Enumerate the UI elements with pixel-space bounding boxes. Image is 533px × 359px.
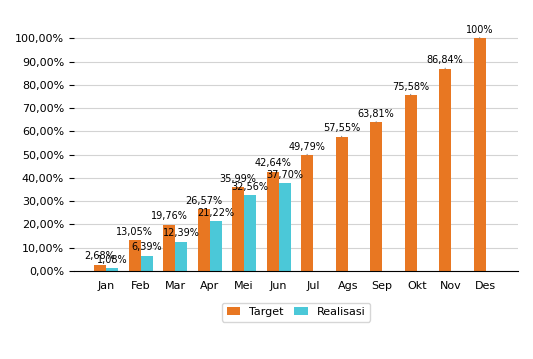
- Bar: [370, 122, 382, 271]
- Text: 63,81%: 63,81%: [358, 109, 394, 122]
- Text: 1,08%: 1,08%: [97, 255, 127, 265]
- Text: 75,58%: 75,58%: [392, 81, 429, 95]
- Text: 35,99%: 35,99%: [220, 174, 256, 183]
- Text: 21,22%: 21,22%: [197, 208, 234, 218]
- Text: 57,55%: 57,55%: [323, 123, 360, 137]
- Bar: [141, 256, 152, 271]
- Text: 100%: 100%: [466, 25, 494, 38]
- Bar: [94, 265, 106, 271]
- Text: 42,64%: 42,64%: [254, 158, 291, 168]
- Text: 19,76%: 19,76%: [151, 211, 188, 222]
- Text: 6,39%: 6,39%: [131, 242, 162, 252]
- Text: 2,68%: 2,68%: [85, 251, 116, 261]
- Bar: [301, 155, 313, 271]
- Bar: [336, 137, 348, 271]
- Bar: [163, 225, 175, 271]
- Text: 26,57%: 26,57%: [185, 196, 222, 205]
- Bar: [474, 38, 486, 271]
- Bar: [198, 209, 209, 271]
- Bar: [175, 242, 187, 271]
- Text: 49,79%: 49,79%: [289, 141, 326, 155]
- Bar: [232, 187, 244, 271]
- Bar: [279, 183, 290, 271]
- Text: 37,70%: 37,70%: [266, 170, 303, 180]
- Bar: [244, 195, 256, 271]
- Legend: Target, Realisasi: Target, Realisasi: [222, 303, 370, 322]
- Bar: [128, 241, 141, 271]
- Bar: [405, 95, 417, 271]
- Bar: [266, 172, 279, 271]
- Bar: [209, 222, 222, 271]
- Text: 86,84%: 86,84%: [427, 55, 464, 69]
- Text: 12,39%: 12,39%: [163, 228, 200, 238]
- Text: 13,05%: 13,05%: [116, 227, 153, 237]
- Bar: [439, 69, 451, 271]
- Bar: [106, 268, 118, 271]
- Text: 32,56%: 32,56%: [232, 182, 269, 192]
